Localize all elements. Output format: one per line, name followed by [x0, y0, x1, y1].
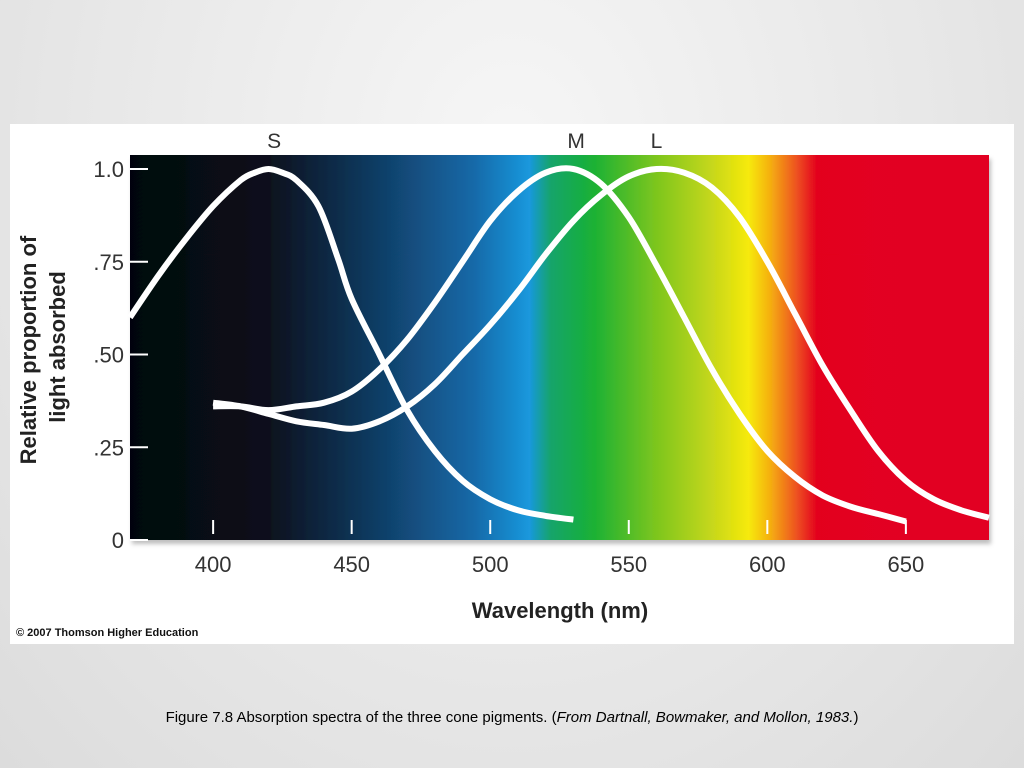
copyright-notice: © 2007 Thomson Higher Education — [16, 627, 199, 639]
x-tick-label-4: 600 — [749, 552, 786, 577]
x-axis: 400 450 500 550 600 650 — [195, 520, 924, 577]
y-tick-label-3: .75 — [93, 250, 124, 275]
curve-label-m: M — [567, 130, 585, 153]
y-tick-label-4: 1.0 — [93, 157, 124, 182]
curves — [127, 165, 990, 525]
y-axis-title-line-2: light absorbed — [45, 271, 70, 423]
y-axis: 0 .25 .50 .75 1.0 — [93, 157, 148, 553]
caption-text: Figure 7.8 Absorption spectra of the thr… — [165, 709, 557, 726]
caption-citation: From Dartnall, Bowmaker, and Mollon, 198… — [556, 709, 854, 726]
y-tick-label-1: .25 — [93, 435, 124, 460]
y-axis-title: Relative proportion of light absorbed — [16, 230, 70, 465]
x-tick-label-0: 400 — [195, 552, 232, 577]
x-tick-label-5: 650 — [888, 552, 925, 577]
x-tick-label-3: 550 — [610, 552, 647, 577]
figure-caption: Figure 7.8 Absorption spectra of the thr… — [0, 709, 1024, 726]
curve-s — [127, 166, 574, 523]
x-axis-title: Wavelength (nm) — [472, 598, 648, 623]
x-tick-label-1: 450 — [333, 552, 370, 577]
curve-m — [213, 165, 907, 525]
caption-closing: ) — [853, 709, 859, 726]
spectrum-plot-area — [130, 155, 989, 540]
curve-label-s: S — [267, 130, 281, 153]
y-tick-label-0: 0 — [112, 528, 124, 553]
curve-l — [212, 165, 990, 521]
y-tick-label-2: .50 — [93, 343, 124, 368]
curve-label-l: L — [651, 130, 663, 153]
x-tick-label-2: 500 — [472, 552, 509, 577]
y-axis-title-line-1: Relative proportion of — [16, 235, 41, 464]
